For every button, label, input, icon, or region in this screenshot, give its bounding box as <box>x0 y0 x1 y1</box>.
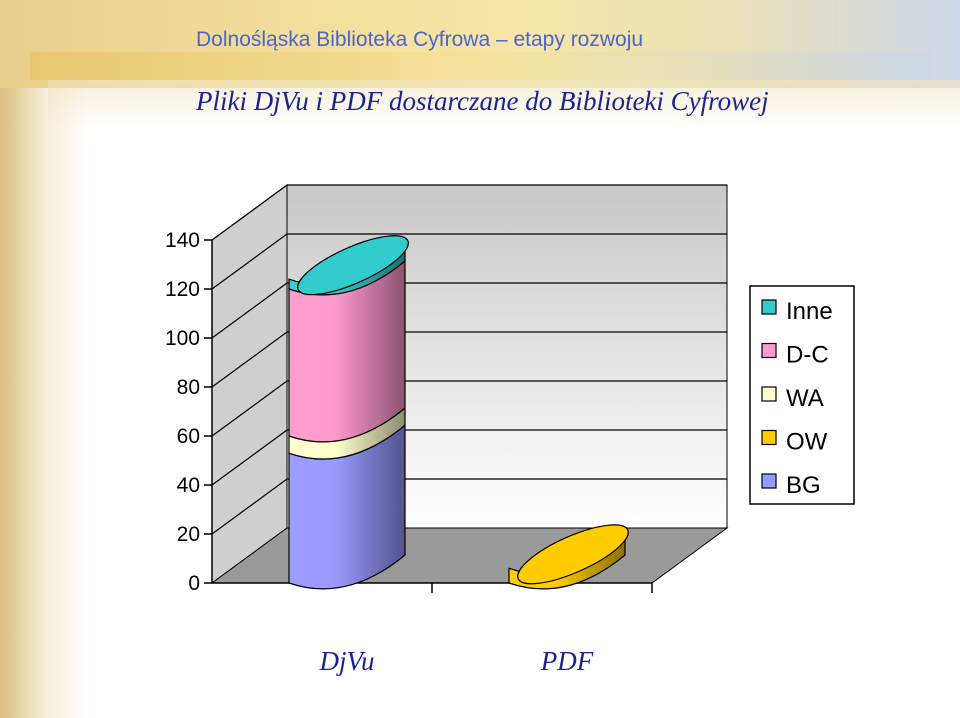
bar-top-cap <box>297 235 409 296</box>
slide-subtitle: Pliki DjVu i PDF dostarczane do Bibliote… <box>196 86 769 116</box>
slide-title: Dolnośląska Biblioteka Cyfrowa – etapy r… <box>196 28 644 51</box>
legend-label: Inne <box>786 298 833 325</box>
legend-swatch <box>761 429 777 446</box>
category-labels: DjVu PDF <box>319 646 594 676</box>
header-shadow <box>48 80 960 130</box>
legend-label: WA <box>786 385 824 412</box>
chart-bars <box>288 235 629 590</box>
y-tick-label: 0 <box>188 572 200 595</box>
gridline <box>211 478 288 535</box>
side-wall <box>211 184 288 584</box>
y-tick-label: 120 <box>165 278 200 301</box>
gridline <box>211 331 288 388</box>
y-tick-label: 60 <box>177 425 200 448</box>
gridline <box>211 380 288 437</box>
y-tick-label: 80 <box>177 376 200 399</box>
legend-swatch <box>761 386 777 402</box>
gridline <box>211 429 288 486</box>
gridline <box>211 282 288 339</box>
left-decorative-strip <box>0 0 48 718</box>
gridline <box>211 184 288 241</box>
category-label: PDF <box>540 646 594 676</box>
category-label: DjVu <box>319 646 375 676</box>
y-tick-label: 100 <box>165 327 200 350</box>
y-tick-label: 40 <box>177 474 200 497</box>
header-banner-stripe <box>30 52 930 80</box>
gridline <box>211 233 288 290</box>
legend-label: OW <box>786 429 828 456</box>
y-tick-labels: 0 20 40 60 80 100 120 140 <box>165 229 212 595</box>
chart-legend: Inne D-C WA OW BG <box>749 285 855 505</box>
legend-swatch <box>761 299 777 315</box>
legend-swatch <box>761 473 777 489</box>
y-tick-label: 140 <box>165 229 200 252</box>
bar-djvu <box>288 235 409 590</box>
legend-swatch <box>761 342 777 359</box>
y-tick-label: 20 <box>177 523 200 546</box>
legend-label: BG <box>786 472 821 499</box>
bar-pdf <box>508 524 629 590</box>
bar-top-cap <box>517 524 629 585</box>
legend-label: D-C <box>786 342 829 369</box>
